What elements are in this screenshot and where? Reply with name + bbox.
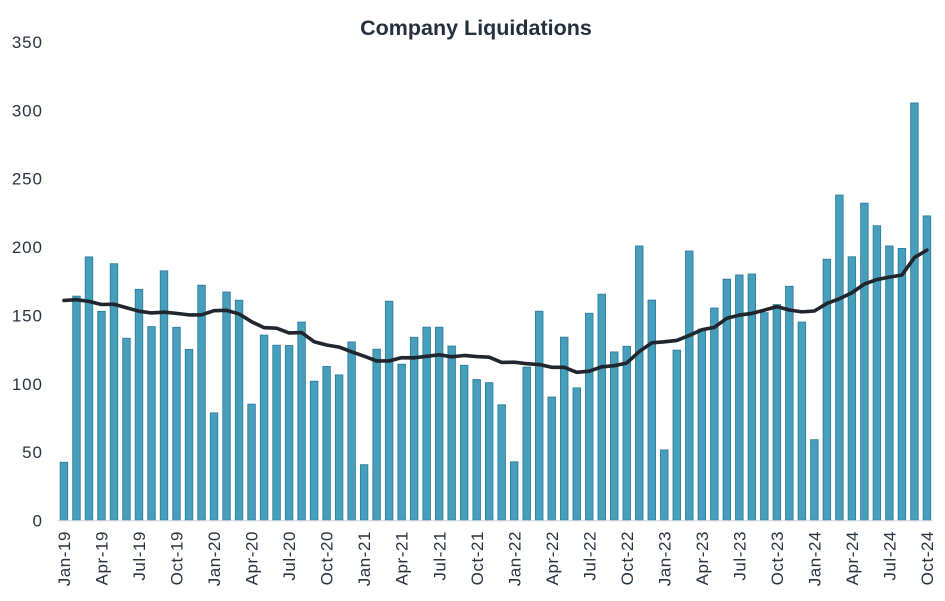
svg-text:Oct-22: Oct-22	[618, 531, 637, 585]
svg-text:Jul-24: Jul-24	[881, 531, 900, 581]
svg-text:Jul-21: Jul-21	[430, 531, 449, 581]
svg-text:100: 100	[12, 375, 43, 394]
svg-text:Jan-24: Jan-24	[805, 531, 824, 586]
svg-text:Oct-24: Oct-24	[918, 531, 937, 585]
svg-text:Jul-19: Jul-19	[130, 531, 149, 581]
svg-text:Jan-23: Jan-23	[655, 531, 674, 586]
svg-text:Apr-22: Apr-22	[543, 531, 562, 585]
svg-text:Oct-19: Oct-19	[168, 531, 187, 585]
svg-text:Oct-20: Oct-20	[318, 531, 337, 585]
svg-text:Company Liquidations: Company Liquidations	[360, 16, 592, 40]
svg-text:Apr-21: Apr-21	[393, 531, 412, 585]
svg-text:200: 200	[12, 238, 43, 257]
svg-text:Jan-21: Jan-21	[355, 531, 374, 586]
svg-text:Apr-19: Apr-19	[93, 531, 112, 585]
svg-text:50: 50	[22, 443, 43, 462]
svg-text:Oct-23: Oct-23	[768, 531, 787, 585]
svg-text:300: 300	[12, 101, 43, 120]
svg-text:Jan-19: Jan-19	[55, 531, 74, 586]
svg-text:350: 350	[12, 33, 43, 52]
svg-text:0: 0	[33, 512, 43, 531]
svg-text:Apr-20: Apr-20	[243, 531, 262, 585]
svg-text:Jul-20: Jul-20	[280, 531, 299, 581]
svg-text:Jan-22: Jan-22	[505, 531, 524, 586]
svg-text:Jul-23: Jul-23	[730, 531, 749, 581]
svg-text:Jul-22: Jul-22	[580, 531, 599, 581]
svg-text:150: 150	[12, 306, 43, 325]
svg-text:250: 250	[12, 170, 43, 189]
svg-text:Apr-24: Apr-24	[843, 531, 862, 585]
svg-text:Jan-20: Jan-20	[205, 531, 224, 586]
svg-text:Apr-23: Apr-23	[693, 531, 712, 585]
svg-text:Oct-21: Oct-21	[468, 531, 487, 585]
